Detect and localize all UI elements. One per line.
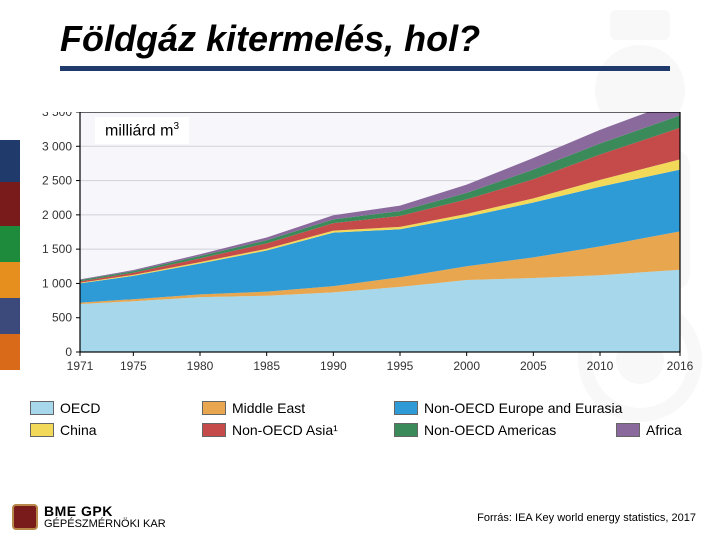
sidebar-stripe (0, 262, 20, 298)
svg-text:3 500: 3 500 (42, 112, 72, 119)
svg-text:3 000: 3 000 (42, 139, 72, 153)
legend-row-2: China Non-OECD Asia¹ Non-OECD Americas Afri… (30, 422, 695, 438)
legend-item: Non-OECD Americas (394, 422, 594, 438)
crest-icon (12, 504, 38, 530)
legend: OECD Middle East Non-OECD Europe and Euras… (30, 400, 695, 444)
legend-swatch (616, 423, 640, 437)
logo-text: BME GPK GÉPÉSZMÉRNÖKI KAR (44, 504, 166, 530)
svg-text:2005: 2005 (520, 359, 547, 373)
svg-text:2 500: 2 500 (42, 174, 72, 188)
legend-label: Non-OECD Europe and Eurasia (424, 400, 622, 416)
legend-label: Non-OECD Americas (424, 422, 556, 438)
legend-swatch (394, 401, 418, 415)
y-label-text: milliárd m (105, 122, 173, 139)
legend-label: Africa (646, 422, 682, 438)
legend-item: OECD (30, 400, 180, 416)
legend-swatch (202, 401, 226, 415)
svg-text:2000: 2000 (453, 359, 480, 373)
svg-text:1995: 1995 (387, 359, 414, 373)
legend-swatch (30, 423, 54, 437)
legend-label: China (60, 422, 97, 438)
legend-item: Africa (616, 422, 682, 438)
logo-sub: GÉPÉSZMÉRNÖKI KAR (44, 518, 166, 530)
svg-text:2010: 2010 (587, 359, 614, 373)
sidebar-stripe (0, 140, 20, 182)
y-label-exp: 3 (173, 121, 179, 132)
sidebar-stripe (0, 226, 20, 262)
legend-item: China (30, 422, 180, 438)
svg-text:2 000: 2 000 (42, 208, 72, 222)
legend-item: Non-OECD Europe and Eurasia (394, 400, 622, 416)
legend-label: Non-OECD Asia¹ (232, 422, 338, 438)
svg-text:2016: 2016 (667, 359, 694, 373)
svg-text:500: 500 (52, 311, 72, 325)
legend-item: Middle East (202, 400, 372, 416)
svg-text:0: 0 (65, 345, 72, 359)
svg-text:1980: 1980 (187, 359, 214, 373)
svg-text:1 000: 1 000 (42, 276, 72, 290)
sidebar-stripes (0, 140, 20, 370)
footer-logo: BME GPK GÉPÉSZMÉRNÖKI KAR (12, 504, 166, 530)
title-underline (60, 66, 670, 71)
legend-swatch (202, 423, 226, 437)
legend-label: OECD (60, 400, 100, 416)
legend-label: Middle East (232, 400, 305, 416)
svg-text:1 500: 1 500 (42, 242, 72, 256)
source-text: Forrás: IEA Key world energy statistics,… (471, 510, 702, 526)
legend-swatch (30, 401, 54, 415)
y-axis-label: milliárd m3 (95, 117, 189, 144)
legend-swatch (394, 423, 418, 437)
title-text: Földgáz kitermelés, hol? (60, 18, 670, 60)
sidebar-stripe (0, 298, 20, 334)
svg-text:1985: 1985 (253, 359, 280, 373)
svg-text:1990: 1990 (320, 359, 347, 373)
area-chart: 0 500 1 000 1 500 2 000 2 500 3 000 3 500 1971 19… (30, 112, 695, 392)
slide-root: Földgáz kitermelés, hol? milliárd m3 0 50… (0, 0, 720, 540)
logo-main: BME GPK (44, 503, 113, 519)
slide-title: Földgáz kitermelés, hol? (60, 18, 670, 71)
sidebar-stripe (0, 182, 20, 226)
legend-item: Non-OECD Asia¹ (202, 422, 372, 438)
svg-text:1971: 1971 (67, 359, 94, 373)
svg-text:1975: 1975 (120, 359, 147, 373)
legend-row-1: OECD Middle East Non-OECD Europe and Euras… (30, 400, 695, 416)
sidebar-stripe (0, 334, 20, 370)
chart-container: milliárd m3 0 500 1 000 1 500 2 000 2 500 3 00… (30, 112, 695, 397)
